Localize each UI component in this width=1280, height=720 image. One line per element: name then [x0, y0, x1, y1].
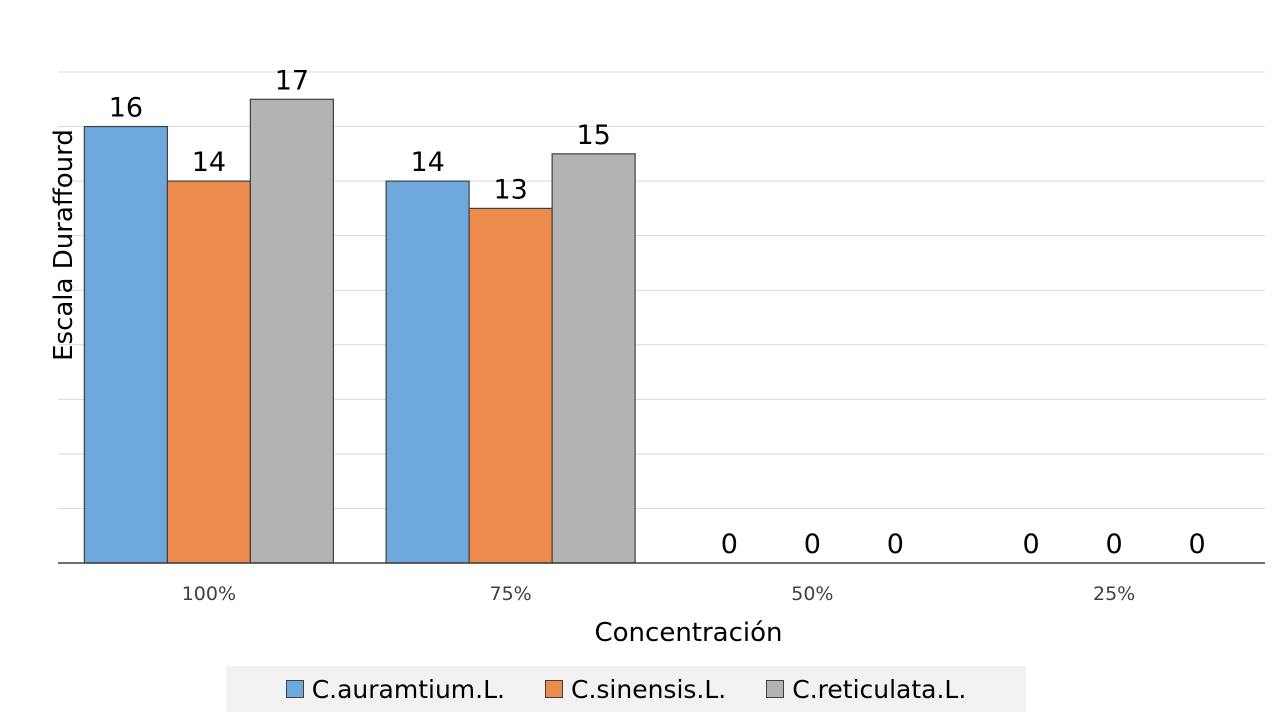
x-tick-label: 75%: [490, 583, 532, 605]
bar-2-100%: [166, 180, 251, 564]
x-axis-title: Concentración: [594, 618, 782, 648]
bar-3-100%: [249, 98, 334, 564]
data-label: 14: [192, 147, 226, 178]
legend-swatch-series-1: [285, 680, 304, 698]
data-label: 16: [109, 93, 143, 124]
legend-item-series-3: C.reticulata.L.: [766, 675, 966, 704]
data-label: 0: [1189, 529, 1206, 560]
legend-label-series-3: C.reticulata.L.: [792, 674, 967, 704]
legend-swatch-series-2: [544, 680, 563, 698]
data-label: 0: [804, 529, 821, 560]
data-label: 15: [576, 120, 610, 151]
legend-item-series-2: C.sinensis.L.: [544, 674, 727, 704]
x-tick-label: 50%: [791, 583, 833, 605]
legend: C.auramtium.L. C.sinensis.L. C.reticulat…: [226, 666, 1026, 712]
bar-1-75%: [385, 180, 470, 564]
bar-1-100%: [83, 125, 168, 564]
data-label: 0: [1106, 529, 1123, 560]
data-label: 0: [721, 529, 738, 560]
legend-label-series-1: C.auramtium.L.: [311, 674, 505, 704]
data-label: 14: [410, 147, 444, 178]
legend-swatch-series-3: [766, 680, 785, 698]
legend-item-series-1: C.auramtium.L.: [285, 674, 505, 704]
data-label: 17: [275, 65, 309, 96]
x-tick-labels: 100% 75% 50% 25%: [182, 583, 1136, 605]
data-label: 0: [887, 529, 904, 560]
x-tick-label: 100%: [182, 583, 236, 605]
data-label: 13: [493, 174, 527, 205]
bar-2-75%: [468, 207, 553, 564]
bars: [83, 98, 636, 564]
legend-label-series-2: C.sinensis.L.: [570, 674, 727, 704]
data-label: 0: [1023, 529, 1040, 560]
bar-3-75%: [551, 153, 636, 564]
data-labels: 16 14 17 14 13 15 0 0 0 0 0 0: [109, 65, 1206, 560]
bar-chart-svg: 16 14 17 14 13 15 0 0 0 0 0 0 100% 75% 50% 25% Concent…: [49, 65, 1265, 648]
x-tick-label: 25%: [1093, 583, 1135, 605]
y-axis-title: Escala Duraffourd: [49, 129, 79, 361]
